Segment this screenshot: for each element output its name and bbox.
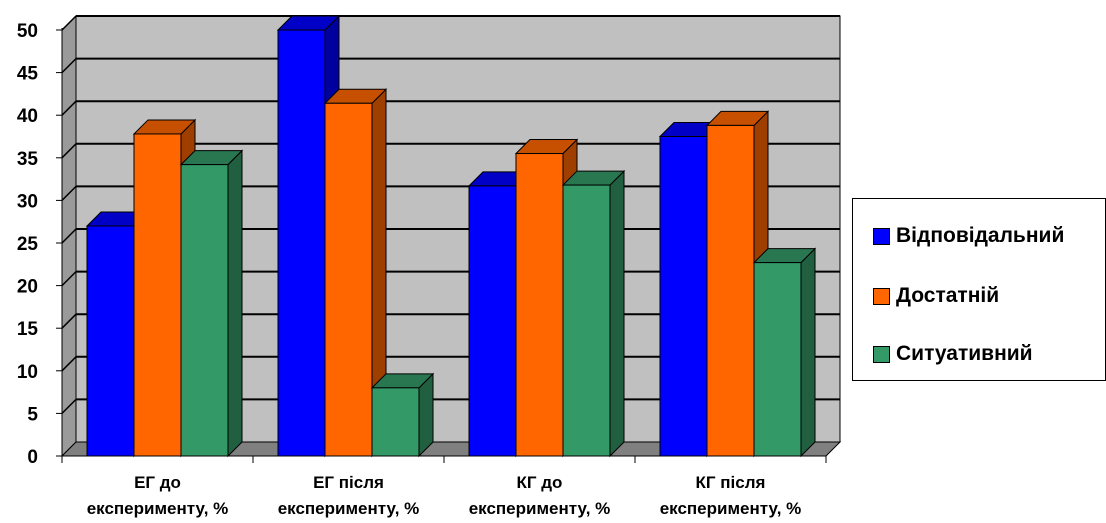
bar	[324, 102, 373, 457]
legend-label: Відповідальний	[896, 224, 1065, 247]
bar	[86, 225, 135, 457]
bar	[515, 153, 564, 457]
legend-swatch	[873, 345, 890, 363]
x-category-label: експерименту, %	[660, 499, 802, 518]
y-tick-label: 10	[17, 362, 38, 383]
legend-item-sytuatyvnyi: Ситуативний	[873, 341, 1033, 367]
legend-swatch	[873, 227, 890, 245]
x-category-label: КГ після	[696, 473, 766, 492]
bar-side	[227, 149, 243, 458]
gridline-side	[61, 271, 77, 287]
y-tick-label: 15	[17, 319, 39, 340]
y-tick-label: 35	[17, 149, 39, 170]
y-tick-label: 0	[27, 447, 38, 468]
y-tick-label: 50	[17, 21, 38, 42]
legend-label: Ситуативний	[896, 342, 1033, 365]
gridline-side	[61, 185, 77, 201]
gridline-side	[61, 143, 77, 159]
bar	[753, 262, 802, 457]
gridline-side	[61, 313, 77, 329]
x-category-label: КГ до	[517, 473, 563, 492]
gridline-side	[61, 15, 77, 31]
legend-item-dostatnii: Достатній	[873, 283, 999, 309]
y-tick-label: 40	[17, 106, 38, 127]
gridline-side	[61, 58, 77, 74]
y-tick-label: 25	[17, 234, 39, 255]
gridline-side	[61, 100, 77, 116]
bar	[371, 387, 420, 457]
bar-side	[609, 169, 625, 458]
y-tick-label: 45	[17, 64, 39, 85]
bar	[133, 133, 182, 457]
y-tick-label: 20	[17, 277, 38, 298]
legend: Відповідальний Достатній Ситуативний	[852, 198, 1106, 381]
legend-item-vidpovidalnyi: Відповідальний	[873, 223, 1064, 249]
x-category-label: експерименту, %	[278, 499, 420, 518]
x-category-label: ЕГ після	[313, 473, 384, 492]
bar-side	[800, 247, 816, 458]
gridline-side	[61, 228, 77, 244]
bar	[277, 29, 326, 457]
gridline-side	[61, 356, 77, 372]
legend-swatch	[873, 287, 890, 305]
y-tick-label: 5	[27, 404, 38, 425]
gridline-side	[61, 398, 77, 414]
x-category-label: ЕГ до	[134, 473, 181, 492]
y-tick-label: 30	[17, 191, 38, 212]
bar	[706, 124, 755, 457]
bar-chart: 0 5 10 15 20 25 30 35 40 45 50 ЕГ до експерименту, %…	[17, 14, 842, 518]
bar	[659, 136, 708, 457]
x-category-label: експерименту, %	[87, 499, 229, 518]
legend-label: Достатній	[896, 284, 1000, 307]
x-category-label: експерименту, %	[469, 499, 611, 518]
bar	[180, 164, 229, 457]
bar	[468, 185, 517, 457]
bar	[562, 184, 611, 457]
